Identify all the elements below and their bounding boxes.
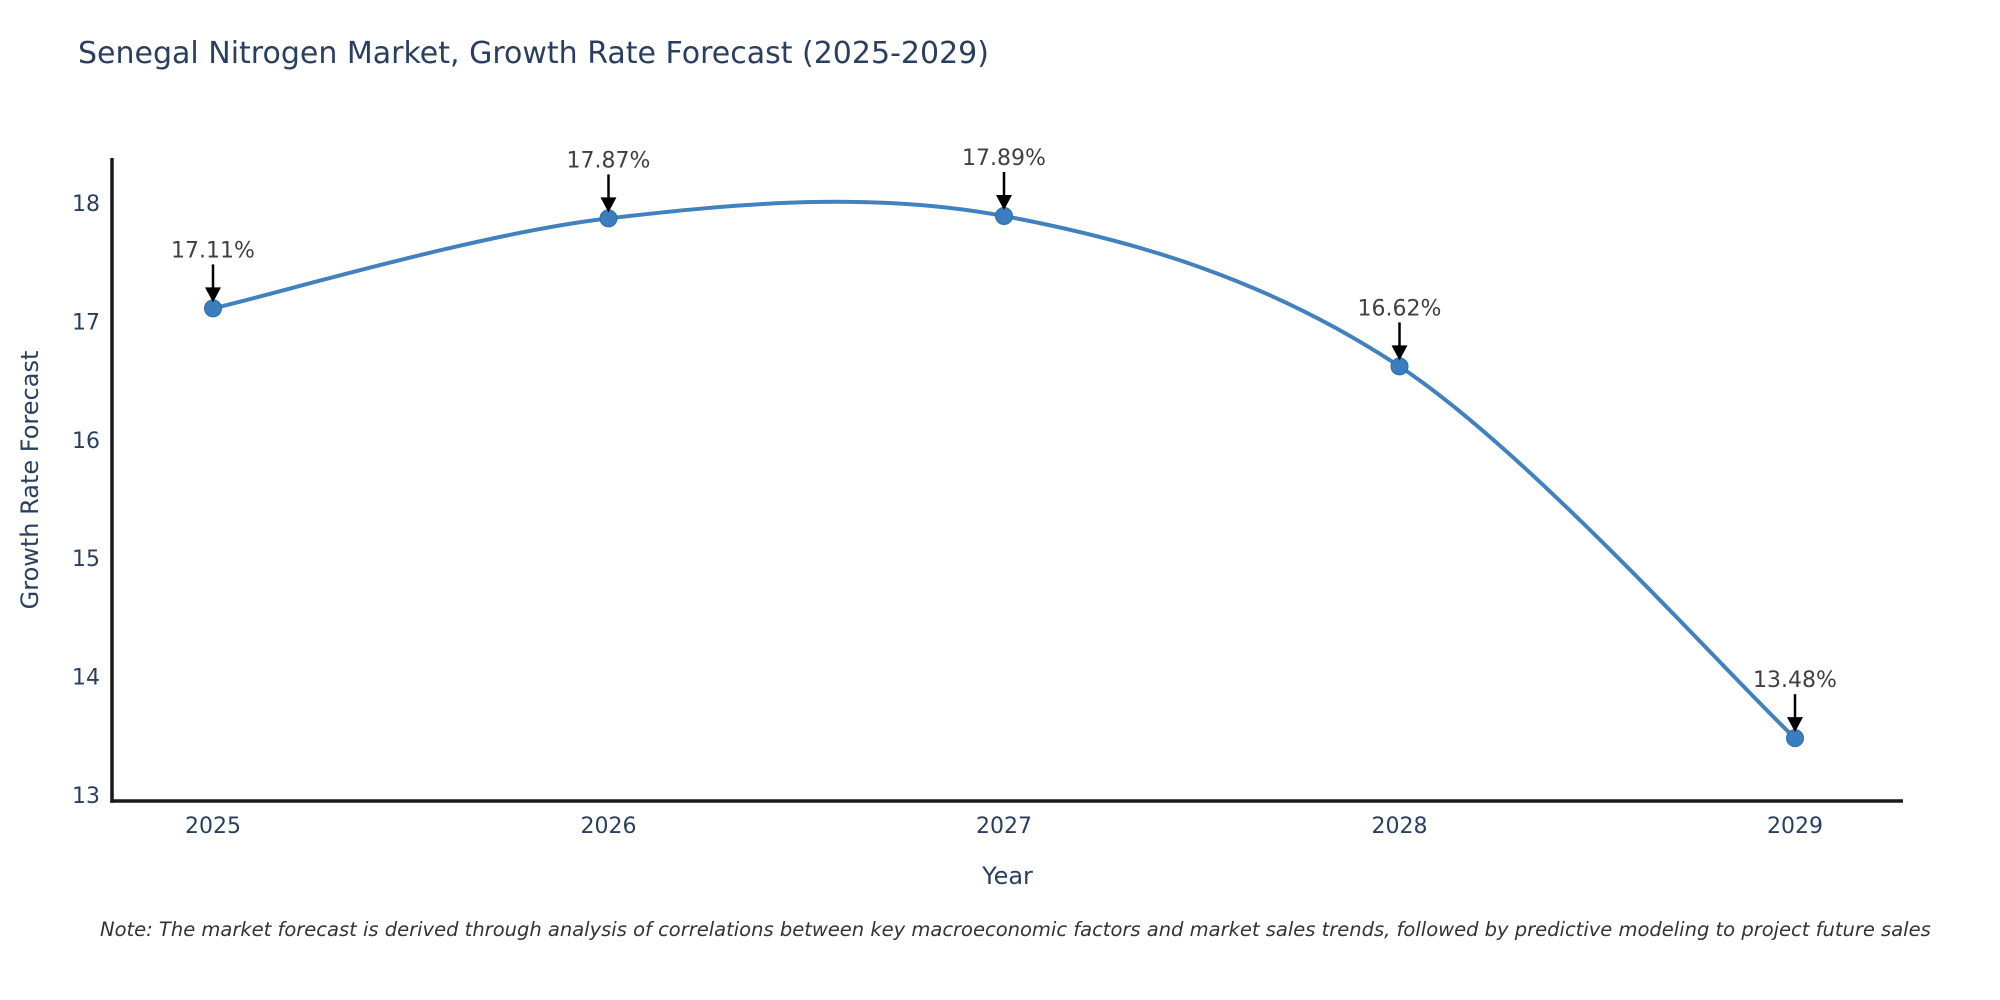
y-tick-label: 17 bbox=[72, 310, 100, 335]
y-tick-label: 15 bbox=[72, 547, 100, 572]
data-point-marker bbox=[1390, 357, 1409, 376]
data-point-marker bbox=[204, 299, 222, 318]
y-tick-label: 13 bbox=[72, 784, 100, 809]
x-tick-label: 2028 bbox=[1372, 814, 1428, 839]
annotation-arrow-head bbox=[1787, 717, 1803, 733]
footnote: Note: The market forecast is derived thr… bbox=[100, 918, 1931, 941]
annotation-value-label: 17.87% bbox=[567, 148, 651, 173]
annotation-value-label: 17.11% bbox=[171, 238, 255, 263]
series-line bbox=[211, 199, 1797, 741]
x-tick-label: 2026 bbox=[581, 814, 637, 839]
data-point-marker bbox=[995, 207, 1013, 226]
x-axis-title: Year bbox=[981, 862, 1033, 890]
data-point-marker bbox=[1786, 729, 1804, 748]
annotation-value-label: 13.48% bbox=[1753, 668, 1837, 693]
annotation-value-label: 17.89% bbox=[962, 146, 1046, 171]
annotation-value-label: 16.62% bbox=[1358, 296, 1442, 321]
x-tick-label: 2025 bbox=[185, 814, 241, 839]
chart-title: Senegal Nitrogen Market, Growth Rate For… bbox=[78, 36, 989, 71]
y-tick-label: 16 bbox=[72, 429, 100, 454]
annotation-arrow-head bbox=[600, 197, 617, 213]
x-tick-label: 2027 bbox=[976, 814, 1032, 839]
annotation-arrow-head bbox=[996, 195, 1012, 211]
y-tick-label: 14 bbox=[72, 666, 100, 691]
x-tick-label: 2029 bbox=[1767, 814, 1823, 839]
data-point-marker bbox=[599, 209, 618, 228]
y-tick-label: 18 bbox=[72, 192, 100, 217]
y-axis-title: Growth Rate Forecast bbox=[16, 351, 44, 610]
annotation-arrow-head bbox=[1391, 345, 1408, 361]
annotation-arrow-head bbox=[205, 287, 221, 303]
